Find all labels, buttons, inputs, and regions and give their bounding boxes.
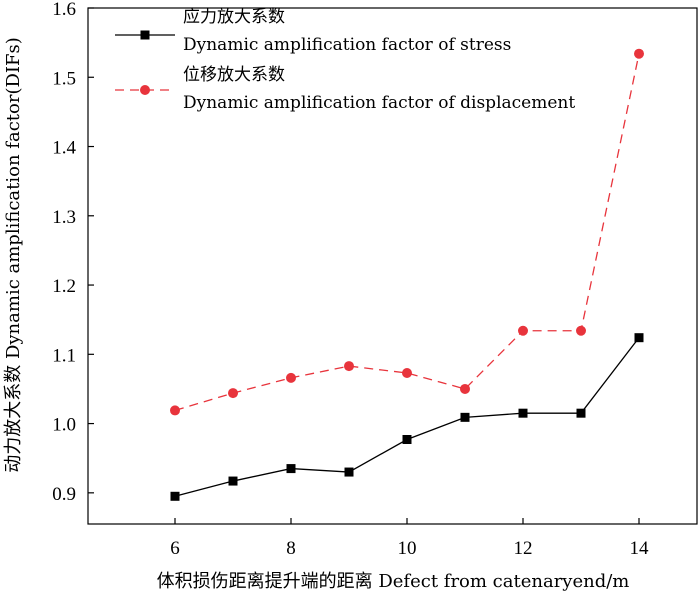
y-tick-label: 1.5	[52, 68, 76, 89]
y-tick-label: 1.3	[52, 207, 76, 228]
stress-point	[344, 467, 354, 477]
displacement-series-line	[174, 53, 640, 412]
x-tick-label: 14	[630, 538, 650, 559]
stress-point	[170, 491, 180, 501]
legend-displacement-label-en: Dynamic amplification factor of displace…	[183, 93, 575, 113]
stress-point	[518, 408, 528, 418]
stress-point	[402, 435, 412, 445]
y-tick-label: 0.9	[52, 484, 76, 505]
legend: 应力放大系数 Dynamic amplification factor of st…	[115, 7, 575, 113]
y-tick-label: 1.2	[52, 276, 76, 297]
legend-stress-marker	[140, 30, 150, 40]
legend-stress-label-en: Dynamic amplification factor of stress	[183, 35, 511, 55]
legend-displacement-label-cn: 位移放大系数	[183, 65, 285, 85]
displacement-point	[576, 325, 586, 336]
x-axis-title: 体积损伤距离提升端的距离 Defect from catenaryend/m	[157, 571, 630, 592]
y-tick-label: 1.4	[52, 138, 76, 159]
displacement-point	[460, 383, 470, 394]
legend-stress-label-cn: 应力放大系数	[183, 7, 285, 27]
y-tick-label: 1.6	[52, 0, 76, 20]
x-tick-label: 6	[170, 538, 180, 559]
stress-point	[576, 408, 586, 418]
displacement-point	[344, 361, 354, 372]
displacement-point	[634, 48, 644, 59]
y-tick-label: 1.1	[52, 345, 76, 366]
displacement-point	[402, 368, 412, 379]
x-tick-label: 10	[398, 538, 417, 559]
displacement-point	[286, 372, 296, 383]
y-tick-label: 1.0	[52, 415, 76, 436]
displacement-point	[518, 325, 528, 336]
legend-displacement-marker	[140, 85, 150, 95]
plot-frame	[87, 7, 698, 525]
displacement-point	[170, 405, 180, 416]
stress-point	[286, 464, 296, 474]
stress-point	[634, 333, 644, 343]
stress-point	[460, 412, 470, 422]
displacement-point	[228, 388, 238, 399]
x-tick-label: 8	[286, 538, 296, 559]
stress-point	[228, 476, 238, 486]
series-layer	[170, 48, 644, 501]
y-axis-title: 动力放大系数 Dynamic amplification factor(DIFs…	[3, 37, 24, 473]
axes: 6 8 10 12 14 0.9 1.0 1.1 1.2 1.3 1.4 1.5 1.6	[52, 0, 698, 559]
stress-series-line	[174, 337, 640, 497]
x-tick-label: 12	[514, 538, 533, 559]
